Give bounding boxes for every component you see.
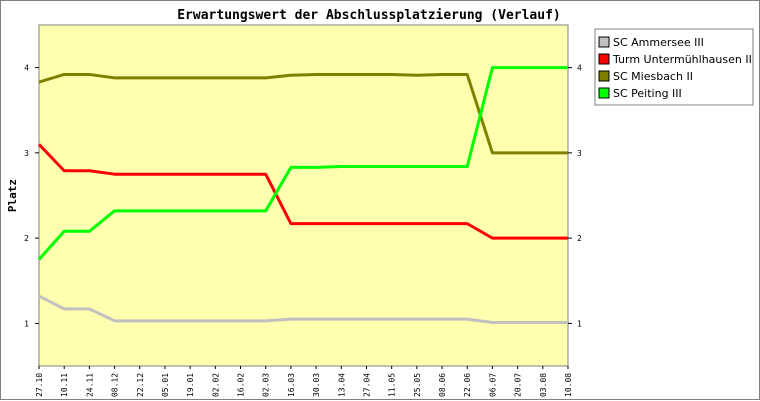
chart-title: Erwartungswert der Abschlussplatzierung … bbox=[177, 8, 561, 23]
legend-swatch bbox=[598, 53, 610, 65]
legend: SC Ammersee III Turm Untermühlhausen II SC… bbox=[594, 28, 754, 106]
x-tick-label: 02.03 bbox=[262, 373, 271, 397]
x-tick-label: 25.05 bbox=[413, 373, 422, 397]
legend-swatch bbox=[598, 36, 610, 48]
x-tick-label: 05.01 bbox=[161, 373, 170, 397]
y-tick-label-right: 4 bbox=[577, 64, 582, 73]
x-tick-label: 06.07 bbox=[488, 373, 497, 397]
legend-box bbox=[594, 28, 754, 106]
legend-label: SC Miesbach II bbox=[613, 70, 693, 83]
x-tick-label: 10.11 bbox=[60, 373, 69, 397]
y-tick-label-left: 4 bbox=[24, 64, 29, 73]
x-tick-label: 27.04 bbox=[362, 373, 371, 397]
x-tick-label: 16.02 bbox=[237, 373, 246, 397]
x-tick-label: 27.10 bbox=[35, 373, 44, 397]
x-tick-label: 11.05 bbox=[388, 373, 397, 397]
y-tick-label-left: 3 bbox=[24, 149, 29, 158]
x-tick-label: 22.06 bbox=[463, 373, 472, 397]
chart-marks: 1 2 3 4 1 2 3 4 27.10 10.11 24.11 08.12 22.12 05.01 19… bbox=[24, 64, 582, 397]
y-tick-label-right: 1 bbox=[577, 319, 582, 328]
series-line-4 bbox=[37, 66, 568, 261]
x-tick-label: 10.08 bbox=[564, 373, 573, 397]
y-tick-label-left: 1 bbox=[24, 319, 29, 328]
x-tick-label: 19.01 bbox=[186, 373, 195, 397]
legend-label: Turm Untermühlhausen II bbox=[612, 53, 752, 66]
x-tick-label: 02.02 bbox=[211, 373, 220, 397]
x-tick-label: 30.03 bbox=[312, 373, 321, 397]
legend-swatch bbox=[598, 70, 610, 82]
legend-swatch bbox=[598, 87, 610, 99]
x-tick-label: 16.03 bbox=[287, 373, 296, 397]
y-axis-label: Platz bbox=[6, 179, 19, 212]
series-line-1 bbox=[38, 294, 568, 325]
x-tick-label: 22.12 bbox=[136, 373, 145, 397]
series-line-2 bbox=[37, 143, 568, 240]
x-tick-label: 13.04 bbox=[337, 373, 346, 397]
x-tick-label: 24.11 bbox=[85, 373, 94, 397]
legend-label: SC Ammersee III bbox=[613, 36, 704, 49]
x-tick-label: 03.08 bbox=[539, 373, 548, 397]
x-tick-label: 20.07 bbox=[514, 373, 523, 397]
y-tick-label-left: 2 bbox=[24, 234, 29, 243]
y-tick-label-right: 2 bbox=[577, 234, 582, 243]
y-tick-label-right: 3 bbox=[577, 149, 582, 158]
x-tick-label: 08.06 bbox=[438, 373, 447, 397]
legend-label: SC Peiting III bbox=[613, 87, 682, 100]
x-tick-label: 08.12 bbox=[111, 373, 120, 397]
plot-area bbox=[38, 24, 569, 367]
